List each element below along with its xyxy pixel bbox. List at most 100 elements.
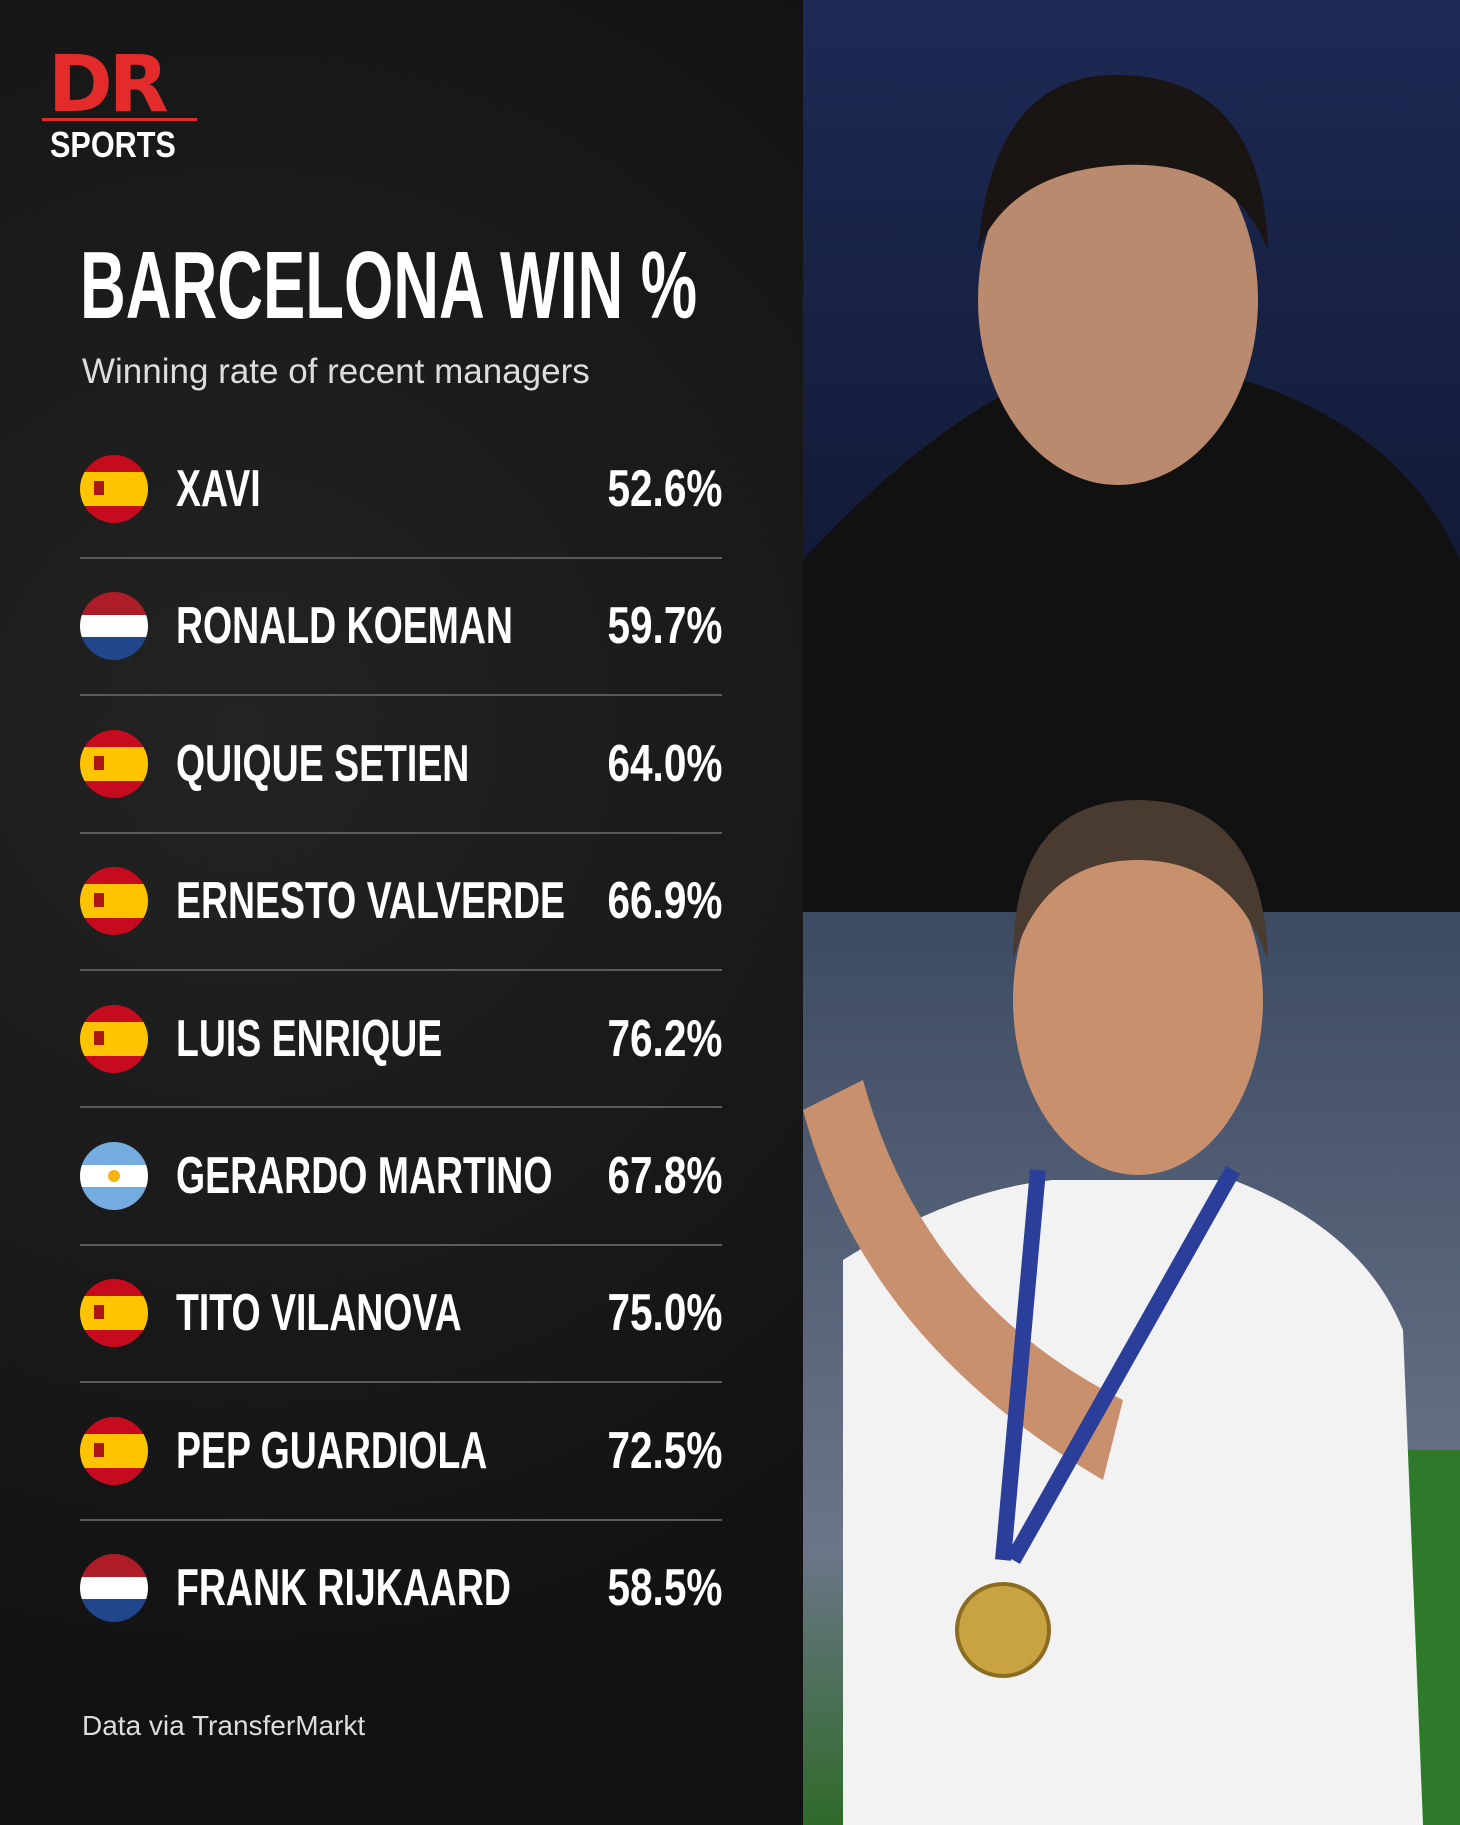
win-rate: 64.0% (575, 734, 722, 794)
flag (80, 1416, 148, 1485)
flag-body (80, 1004, 148, 1073)
photos (803, 0, 1460, 1825)
win-rate: 59.7% (575, 596, 722, 656)
manager-name-text: FRANK RIJKAARD (176, 1559, 511, 1618)
flag-body (80, 1279, 148, 1348)
flag (80, 729, 148, 798)
manager-name: QUIQUE SETIEN (176, 734, 583, 794)
row-separator (80, 1381, 722, 1384)
win-rate: 52.6% (575, 459, 722, 519)
logo: DR (48, 40, 169, 130)
hair (1013, 800, 1268, 960)
footer: Data via TransferMarkt (82, 1710, 366, 1741)
manager-name-text: RONALD KOEMAN (176, 597, 513, 656)
logo-subtext: SPORTS (50, 124, 198, 166)
flag-stripe (80, 780, 148, 798)
hair (978, 74, 1268, 250)
row-separator (80, 694, 722, 697)
flag-stripe (80, 1433, 148, 1468)
win-rate: 72.5% (575, 1421, 722, 1481)
manager-name: LUIS ENRIQUE (176, 1009, 546, 1069)
row-separator (80, 1106, 722, 1109)
subtitle: Winning rate of recent managers (82, 352, 590, 391)
manager-name-text: GERARDO MARTINO (176, 1147, 553, 1205)
flag (80, 1004, 148, 1073)
flag-stripe (80, 918, 148, 936)
win-rate: 75.0% (575, 1283, 722, 1343)
row-separator (80, 968, 722, 971)
title-text: BARCELONA WIN % (80, 232, 698, 339)
flag-crest (94, 755, 104, 770)
flag (80, 1142, 148, 1210)
flag-stripe (80, 615, 148, 638)
title: BARCELONA WIN % (80, 238, 1015, 334)
medal (955, 1582, 1051, 1678)
flag (80, 1554, 148, 1623)
flag-stripe (80, 1577, 148, 1600)
flag (80, 1279, 148, 1348)
win-rate: 66.9% (575, 871, 722, 931)
win-rate: 58.5% (575, 1558, 722, 1618)
win-rate-text: 52.6% (606, 460, 722, 518)
row-separator (80, 831, 722, 834)
flag-body (80, 455, 148, 523)
flag (80, 592, 148, 661)
flag (80, 867, 148, 936)
flag-stripe (80, 1599, 148, 1623)
flag-body (80, 1554, 148, 1623)
flag-stripe (80, 1142, 148, 1165)
flag-stripe (80, 1055, 148, 1073)
flag-stripe (80, 1330, 148, 1348)
jacket (803, 380, 1460, 912)
flag-stripe (80, 729, 148, 747)
row-separator (80, 1518, 722, 1521)
flag-stripe (80, 455, 148, 472)
flag-crest (94, 1442, 104, 1457)
flag-stripe (80, 637, 148, 661)
win-rate: 76.2% (575, 1009, 722, 1069)
flag-stripe (80, 884, 148, 919)
row-separator (80, 556, 722, 559)
win-rate-text: 58.5% (606, 1559, 722, 1618)
flag-crest (94, 481, 104, 495)
manager-name-text: XAVI (176, 460, 261, 518)
flag-stripe (80, 1021, 148, 1056)
flag-crest (94, 1305, 104, 1320)
flag-sun (108, 1170, 120, 1182)
flag-stripe (80, 1296, 148, 1331)
manager-name-text: ERNESTO VALVERDE (176, 872, 566, 931)
win-rate: 67.8% (575, 1146, 722, 1206)
win-rate-text: 72.5% (606, 1421, 722, 1480)
flag-stripe (80, 1416, 148, 1434)
flag-stripe (80, 1279, 148, 1297)
manager-name-text: TITO VILANOVA (176, 1284, 462, 1343)
flag-stripe (80, 506, 148, 523)
win-rate-text: 75.0% (606, 1284, 722, 1343)
manager-name: TITO VILANOVA (176, 1283, 573, 1343)
win-rate-text: 64.0% (606, 734, 722, 793)
medal-ribbon (995, 1166, 1240, 1564)
face (1013, 825, 1263, 1175)
flag-stripe (80, 1004, 148, 1022)
manager-name: ERNESTO VALVERDE (176, 871, 716, 931)
win-rate-text: 76.2% (606, 1009, 722, 1068)
win-rate-text: 67.8% (606, 1147, 722, 1205)
manager-name: RONALD KOEMAN (176, 596, 644, 656)
manager-name-text: PEP GUARDIOLA (176, 1421, 488, 1480)
win-rate-text: 66.9% (606, 872, 722, 931)
flag-stripe (80, 1467, 148, 1485)
flag-crest (94, 1030, 104, 1045)
flag-crest (94, 893, 104, 908)
flag-body (80, 1142, 148, 1210)
flag-stripe (80, 592, 148, 616)
manager-name-text: LUIS ENRIQUE (176, 1009, 443, 1068)
row-separator (80, 1243, 722, 1246)
logo-rule (42, 118, 197, 121)
flag-stripe (80, 867, 148, 885)
flag-body (80, 867, 148, 936)
manager-name-text: QUIQUE SETIEN (176, 734, 470, 793)
manager-name: GERARDO MARTINO (176, 1146, 699, 1206)
manager-name: PEP GUARDIOLA (176, 1421, 608, 1481)
face (978, 115, 1258, 485)
